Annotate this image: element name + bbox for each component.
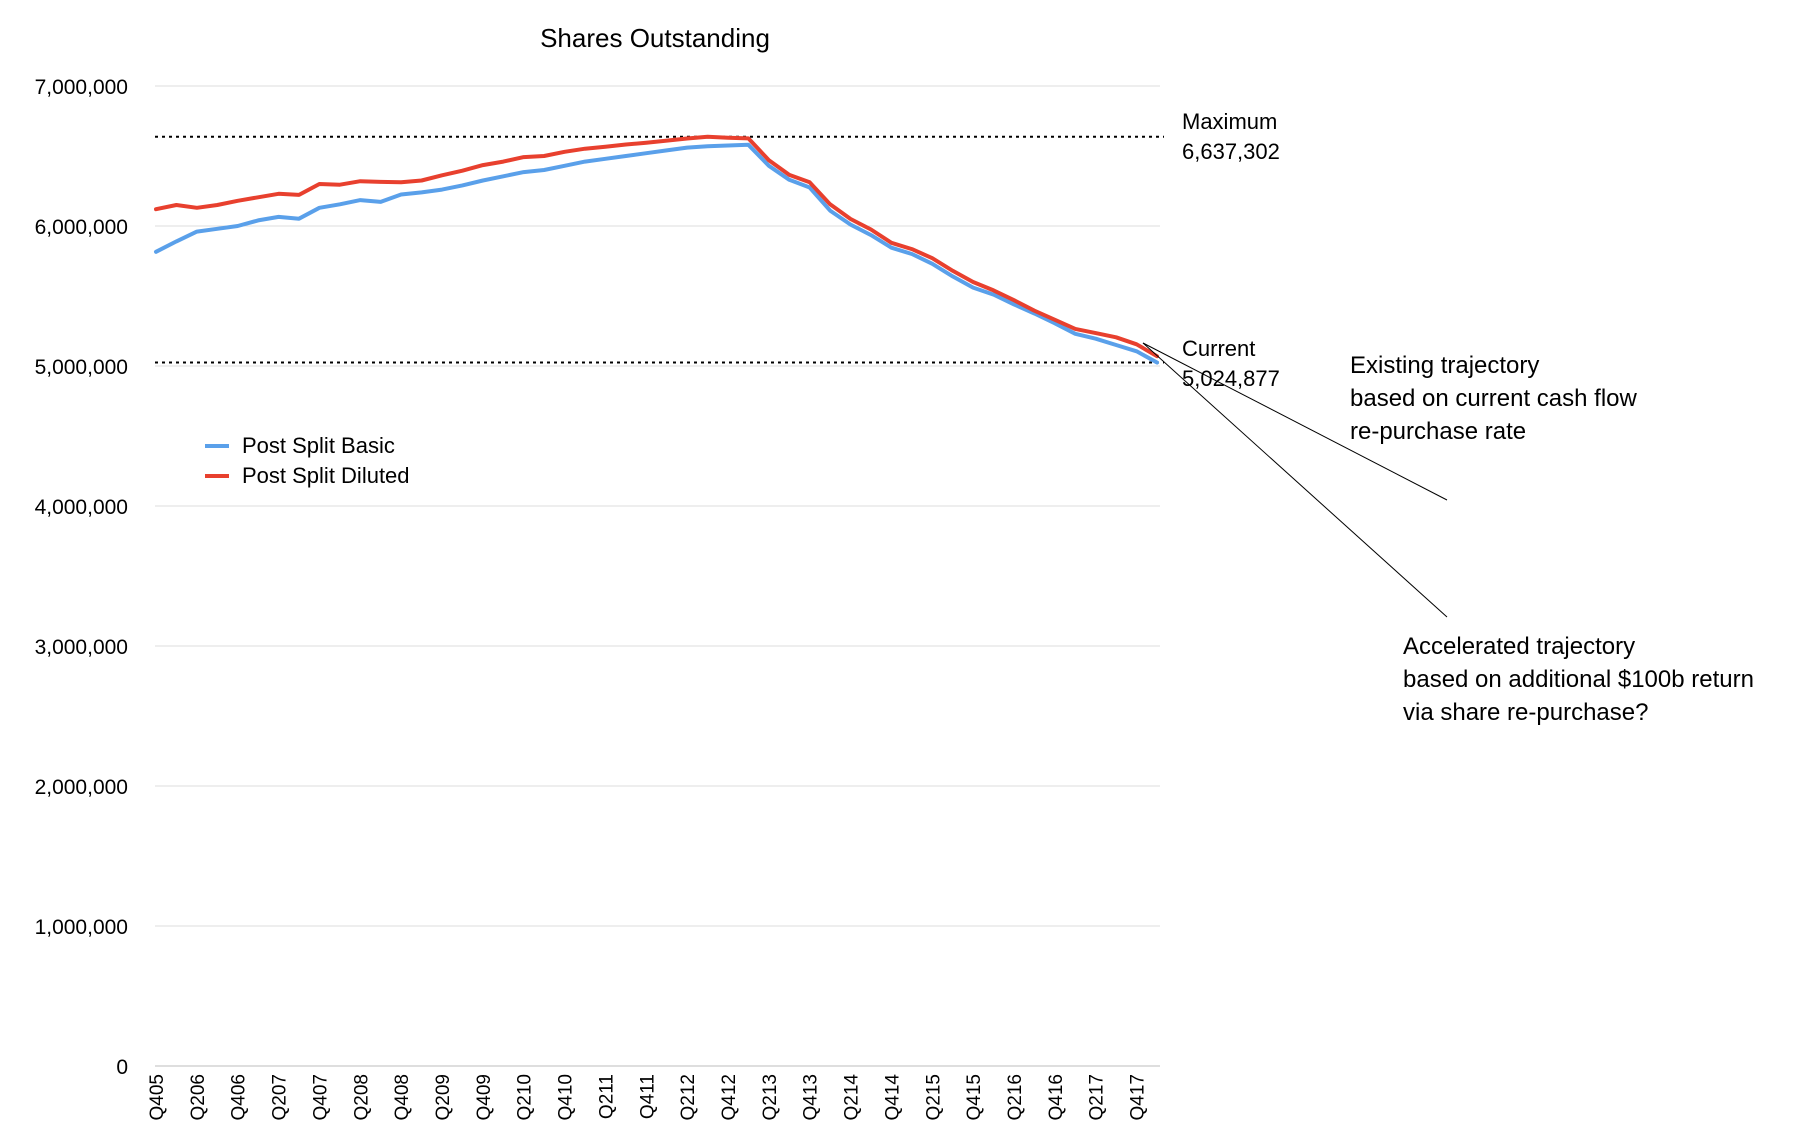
x-tick-label: Q216: [1005, 1074, 1026, 1120]
chart-title: Shares Outstanding: [540, 23, 770, 53]
existing-trajectory-line: [1142, 342, 1448, 501]
accelerated-trajectory-line3: via share re-purchase?: [1403, 699, 1648, 726]
y-tick-label: 0: [116, 1056, 128, 1079]
legend-label-basic: Post Split Basic: [242, 433, 395, 458]
existing-trajectory-line1: Existing trajectory: [1350, 352, 1539, 379]
legend-label-diluted: Post Split Diluted: [242, 463, 410, 488]
x-tick-label: Q209: [433, 1074, 454, 1120]
data-series: [154, 134, 1159, 365]
x-tick-label: Q217: [1087, 1074, 1108, 1120]
legend: Post Split Basic Post Split Diluted: [205, 433, 410, 488]
annotations: Maximum 6,637,302 Current 5,024,877 Exis…: [1182, 109, 1754, 726]
maximum-value: 6,637,302: [1182, 139, 1280, 164]
x-tick-label: Q408: [392, 1074, 413, 1120]
x-tick-label: Q409: [474, 1074, 495, 1120]
y-tick-label: 2,000,000: [35, 776, 128, 799]
x-tick-label: Q407: [310, 1074, 331, 1120]
x-tick-label: Q210: [515, 1074, 536, 1120]
existing-trajectory-line2: based on current cash flow: [1350, 385, 1637, 412]
x-tick-label: Q410: [556, 1074, 577, 1120]
x-tick-label: Q417: [1128, 1074, 1149, 1120]
y-tick-label: 6,000,000: [35, 216, 128, 239]
series-line-basic: [154, 142, 1159, 365]
x-axis-ticks: Q405 Q206 Q406 Q207 Q407 Q208 Q408 Q209 Q409 Q210…: [147, 1074, 1149, 1121]
accelerated-trajectory-line: [1142, 342, 1448, 618]
gridlines: [155, 85, 1160, 1067]
accelerated-trajectory-line1: Accelerated trajectory: [1403, 633, 1635, 660]
x-tick-label: Q405: [147, 1074, 168, 1120]
x-tick-label: Q414: [882, 1074, 903, 1121]
x-tick-label: Q207: [270, 1074, 291, 1120]
x-tick-label: Q416: [1046, 1074, 1067, 1120]
y-tick-label: 1,000,000: [35, 916, 128, 939]
y-axis-ticks: 0 1,000,000 2,000,000 3,000,000 4,000,000 5,0…: [35, 76, 128, 1079]
x-tick-label: Q415: [964, 1074, 985, 1120]
y-tick-label: 7,000,000: [35, 76, 128, 99]
trajectory-lines: [1142, 342, 1448, 618]
y-tick-label: 3,000,000: [35, 636, 128, 659]
x-tick-label: Q212: [678, 1074, 699, 1120]
existing-trajectory-line3: re-purchase rate: [1350, 418, 1526, 445]
maximum-label: Maximum: [1182, 109, 1277, 134]
x-tick-label: Q411: [637, 1074, 658, 1119]
x-tick-label: Q412: [719, 1074, 740, 1120]
x-tick-label: Q413: [801, 1074, 822, 1120]
x-tick-label: Q214: [842, 1074, 863, 1121]
y-tick-label: 5,000,000: [35, 356, 128, 379]
x-tick-label: Q208: [351, 1074, 372, 1120]
x-tick-label: Q206: [188, 1074, 209, 1120]
current-value: 5,024,877: [1182, 366, 1280, 391]
current-label: Current: [1182, 336, 1255, 361]
x-tick-label: Q406: [229, 1074, 250, 1120]
y-tick-label: 4,000,000: [35, 496, 128, 519]
reference-lines: [155, 135, 1164, 364]
x-tick-label: Q213: [760, 1074, 781, 1120]
x-tick-label: Q215: [923, 1074, 944, 1120]
series-line-diluted: [154, 134, 1159, 359]
accelerated-trajectory-line2: based on additional $100b return: [1403, 666, 1754, 693]
x-tick-label: Q211: [596, 1074, 617, 1119]
